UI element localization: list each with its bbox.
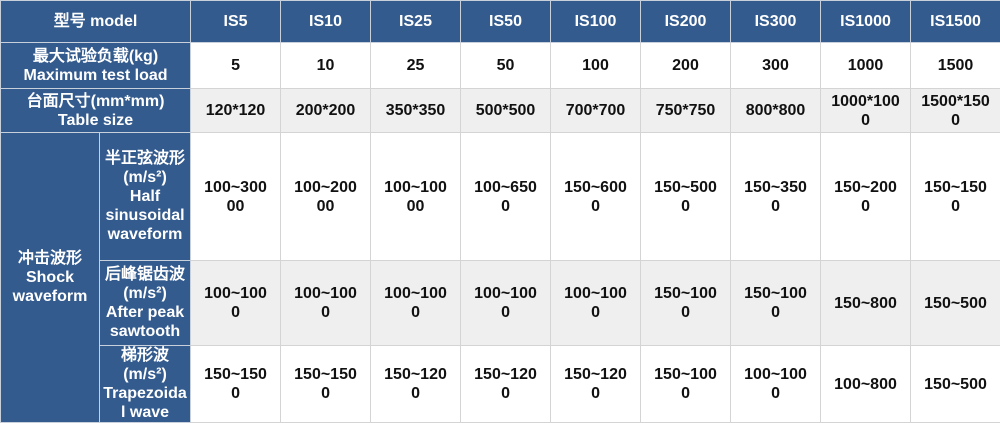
table-row-table-size: 台面尺寸(mm*mm)Table size 120*120 200*200 35…: [1, 89, 1000, 133]
label-en: Table size: [4, 111, 187, 130]
unit: (m/s²): [103, 365, 187, 384]
waveform-label-sawtooth: 后峰锯齿波(m/s²)After peak sawtooth: [100, 261, 191, 346]
cell: 1500: [911, 43, 1000, 89]
model-IS5: IS5: [191, 1, 281, 43]
cell: 1500*1500: [911, 89, 1000, 133]
cell: 200: [641, 43, 731, 89]
cell: 700*700: [551, 89, 641, 133]
cell: 120*120: [191, 89, 281, 133]
table-row-trapezoid: 梯形波(m/s²)Trapezoidal wave 150~1500 150~1…: [1, 346, 1000, 423]
cell: 100~10000: [371, 133, 461, 261]
label-cn: 半正弦波形: [103, 149, 187, 168]
cell: 25: [371, 43, 461, 89]
cell: 50: [461, 43, 551, 89]
model-IS1000: IS1000: [821, 1, 911, 43]
model-IS50: IS50: [461, 1, 551, 43]
cell: 150~500: [911, 261, 1000, 346]
label-en: Half sinusoidal waveform: [103, 187, 187, 244]
cell: 150~1200: [371, 346, 461, 423]
cell: 100~1000: [551, 261, 641, 346]
unit: (m/s²): [103, 168, 187, 187]
waveform-label-trapezoid: 梯形波(m/s²)Trapezoidal wave: [100, 346, 191, 423]
cell: 100~30000: [191, 133, 281, 261]
label-en: After peak sawtooth: [103, 303, 187, 341]
cell: 150~1200: [461, 346, 551, 423]
cell: 750*750: [641, 89, 731, 133]
cell: 100~1000: [731, 346, 821, 423]
cell: 150~1500: [911, 133, 1000, 261]
label-cn: 冲击波形: [4, 249, 96, 268]
label-cn: 后峰锯齿波: [103, 265, 187, 284]
cell: 150~2000: [821, 133, 911, 261]
waveform-label-half-sine: 半正弦波形(m/s²)Half sinusoidal waveform: [100, 133, 191, 261]
cell: 100~1000: [371, 261, 461, 346]
table-row-max-load: 最大试验负载(kg)Maximum test load 5 10 25 50 1…: [1, 43, 1000, 89]
cell: 150~1000: [641, 261, 731, 346]
model-IS25: IS25: [371, 1, 461, 43]
cell: 100~6500: [461, 133, 551, 261]
unit: (m/s²): [103, 284, 187, 303]
label-en: Trapezoidal wave: [103, 384, 187, 422]
row-label-table-size: 台面尺寸(mm*mm)Table size: [1, 89, 191, 133]
cell: 150~6000: [551, 133, 641, 261]
cell: 1000*1000: [821, 89, 911, 133]
cell: 150~800: [821, 261, 911, 346]
cell: 100~1000: [191, 261, 281, 346]
cell: 500*500: [461, 89, 551, 133]
label-cn: 台面尺寸(mm*mm): [4, 92, 187, 111]
model-IS1500: IS1500: [911, 1, 1000, 43]
cell: 1000: [821, 43, 911, 89]
cell: 150~500: [911, 346, 1000, 423]
cell: 150~1500: [281, 346, 371, 423]
model-IS200: IS200: [641, 1, 731, 43]
cell: 100~800: [821, 346, 911, 423]
model-header: 型号 model: [1, 1, 191, 43]
cell: 150~1200: [551, 346, 641, 423]
cell: 200*200: [281, 89, 371, 133]
row-label-max-load: 最大试验负载(kg)Maximum test load: [1, 43, 191, 89]
cell: 150~3500: [731, 133, 821, 261]
cell: 300: [731, 43, 821, 89]
cell: 800*800: [731, 89, 821, 133]
cell: 150~1000: [731, 261, 821, 346]
cell: 350*350: [371, 89, 461, 133]
label-en: Shock waveform: [4, 268, 96, 306]
cell: 100: [551, 43, 641, 89]
cell: 150~1000: [641, 346, 731, 423]
model-IS300: IS300: [731, 1, 821, 43]
cell: 150~5000: [641, 133, 731, 261]
table-row-sawtooth: 后峰锯齿波(m/s²)After peak sawtooth 100~1000 …: [1, 261, 1000, 346]
cell: 10: [281, 43, 371, 89]
header-row: 型号 model IS5 IS10 IS25 IS50 IS100 IS200 …: [1, 1, 1000, 43]
label-cn: 最大试验负载(kg): [4, 47, 187, 66]
cell: 100~20000: [281, 133, 371, 261]
cell: 150~1500: [191, 346, 281, 423]
label-cn: 梯形波: [103, 346, 187, 365]
model-IS100: IS100: [551, 1, 641, 43]
label-en: Maximum test load: [4, 66, 187, 85]
cell: 100~1000: [281, 261, 371, 346]
model-IS10: IS10: [281, 1, 371, 43]
cell: 5: [191, 43, 281, 89]
cell: 100~1000: [461, 261, 551, 346]
